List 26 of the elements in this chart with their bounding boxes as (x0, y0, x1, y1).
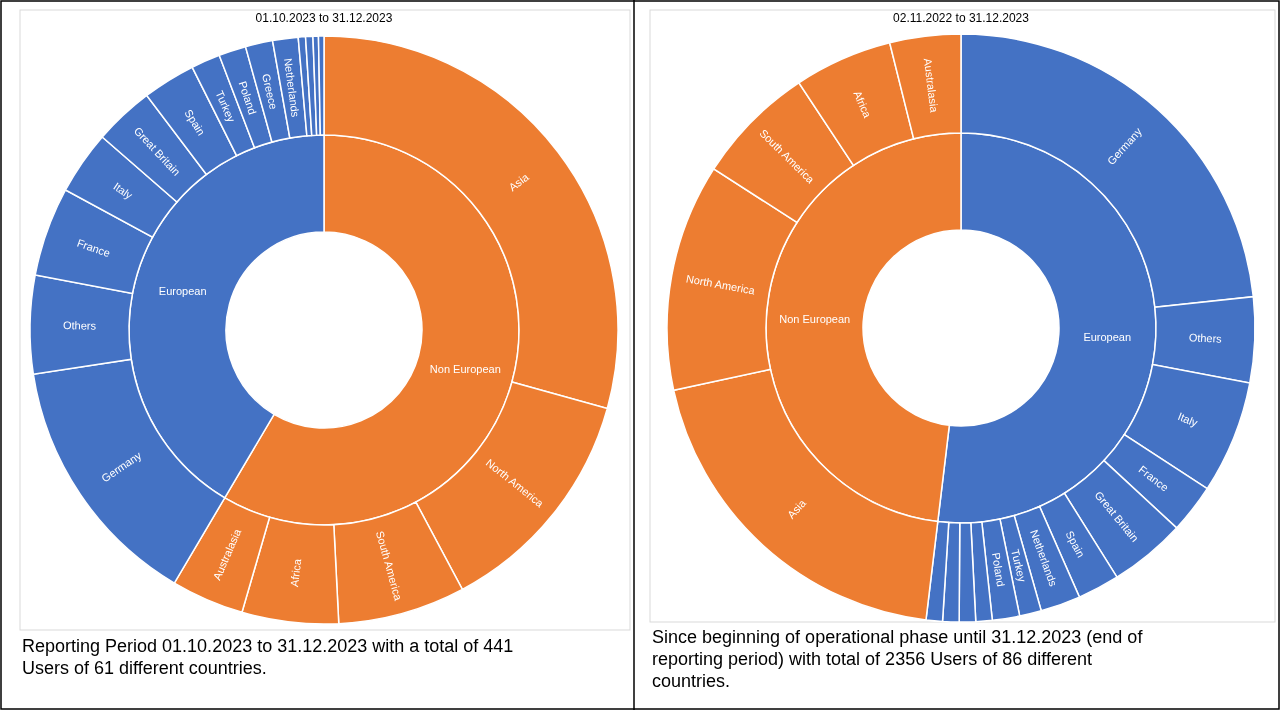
slice-label: Africa (851, 88, 874, 121)
chart-title: 01.10.2023 to 31.12.2023 (255, 11, 393, 25)
slice-label: Poland (236, 79, 259, 116)
slice-label: France (75, 236, 112, 260)
slice-label: Non European (429, 362, 501, 375)
slice-label: European (158, 285, 207, 298)
slice-label: Poland (989, 551, 1008, 588)
text: Reporting Period 01.10.2023 to 31.12.2023 with a total of 441 Users of 61 different countries. (22, 636, 514, 678)
slice-label: Greece (260, 72, 280, 111)
slice-label: European (1083, 330, 1132, 343)
slice-label: Netherlands (281, 57, 302, 119)
slice-label: South America (373, 529, 405, 603)
slice-label: Italy (1176, 410, 1200, 429)
text: Since beginning of operational phase until 31.12.2023 (end of reporting period) with total of 2356 Users of 86 different countries. (652, 627, 1144, 691)
slice-label: Africa (288, 557, 304, 588)
slice-label: Australasia (921, 57, 941, 114)
slice-label: Asia (506, 170, 532, 194)
chart-title: 02.11.2022 to 31.12.2023 (893, 11, 1030, 25)
slice-label: Turkey (1009, 548, 1029, 584)
slice-label: Others (1188, 331, 1223, 345)
slice-label: Spain (1063, 528, 1088, 560)
slice-label: North America (685, 272, 757, 297)
slice-label: Turkey (213, 88, 238, 125)
slice-label: Non European (779, 313, 851, 326)
slice-label: Italy (111, 179, 136, 202)
slice-label: Others (62, 319, 97, 332)
